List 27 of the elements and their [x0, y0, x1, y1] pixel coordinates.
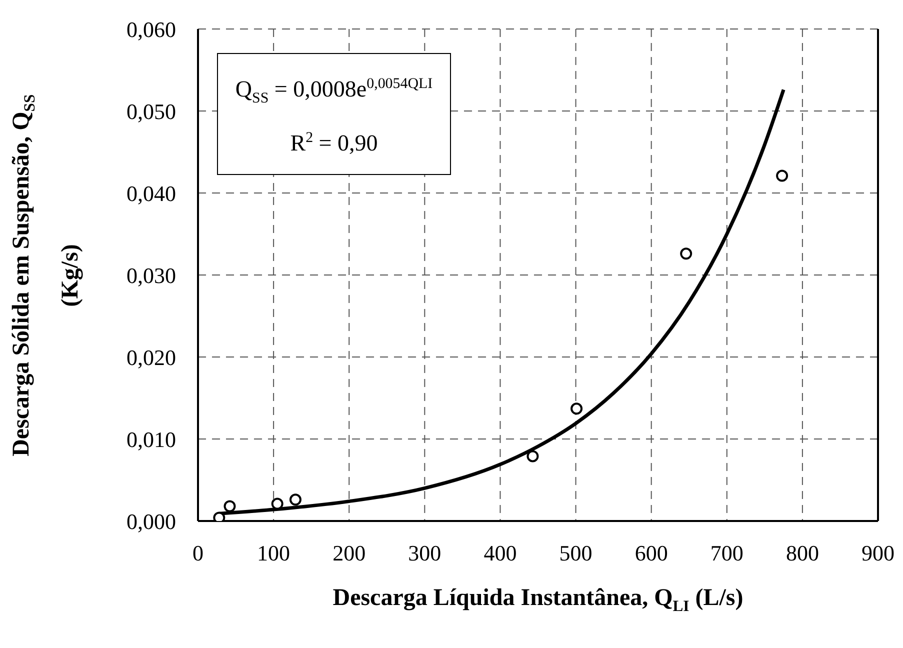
point — [680, 248, 692, 260]
point — [776, 170, 788, 182]
x-tick-label: 100 — [257, 540, 290, 566]
point — [224, 500, 236, 512]
x-tick-label: 700 — [710, 540, 744, 566]
y-tick-label: 0,000 — [126, 508, 176, 534]
point — [213, 512, 226, 521]
annotation: Q$_{SS}$ = 0,0008e$^{0,0054QLI}$ — [234, 75, 434, 108]
point — [570, 402, 583, 415]
x-tick-label: 600 — [634, 540, 668, 566]
point — [526, 450, 539, 462]
y-tick-label: 0,050 — [126, 98, 176, 124]
y-tick-label: 0,010 — [126, 426, 176, 452]
x-tick-label: 900 — [862, 540, 894, 566]
y-tick-label: 0,030 — [126, 262, 176, 288]
y-tick-label: 0,020 — [126, 344, 176, 370]
x-tick-label: 400 — [484, 540, 517, 566]
annotation: R$^{2}$ = 0,90 — [289, 129, 379, 158]
x-tick-label: 300 — [408, 540, 442, 566]
x-tick-label: 500 — [559, 540, 592, 566]
x-tick-label: 200 — [332, 540, 366, 566]
x-tick-label: 800 — [786, 540, 819, 566]
x-tick-label: 0 — [192, 540, 204, 566]
x-axis-title: Descarga Líquida Instantânea, Q$_{LI}$ (L/s) — [332, 585, 744, 616]
y-tick-label: 0,040 — [126, 180, 176, 206]
point — [289, 494, 302, 506]
y-tick-label: 0,060 — [126, 16, 176, 42]
